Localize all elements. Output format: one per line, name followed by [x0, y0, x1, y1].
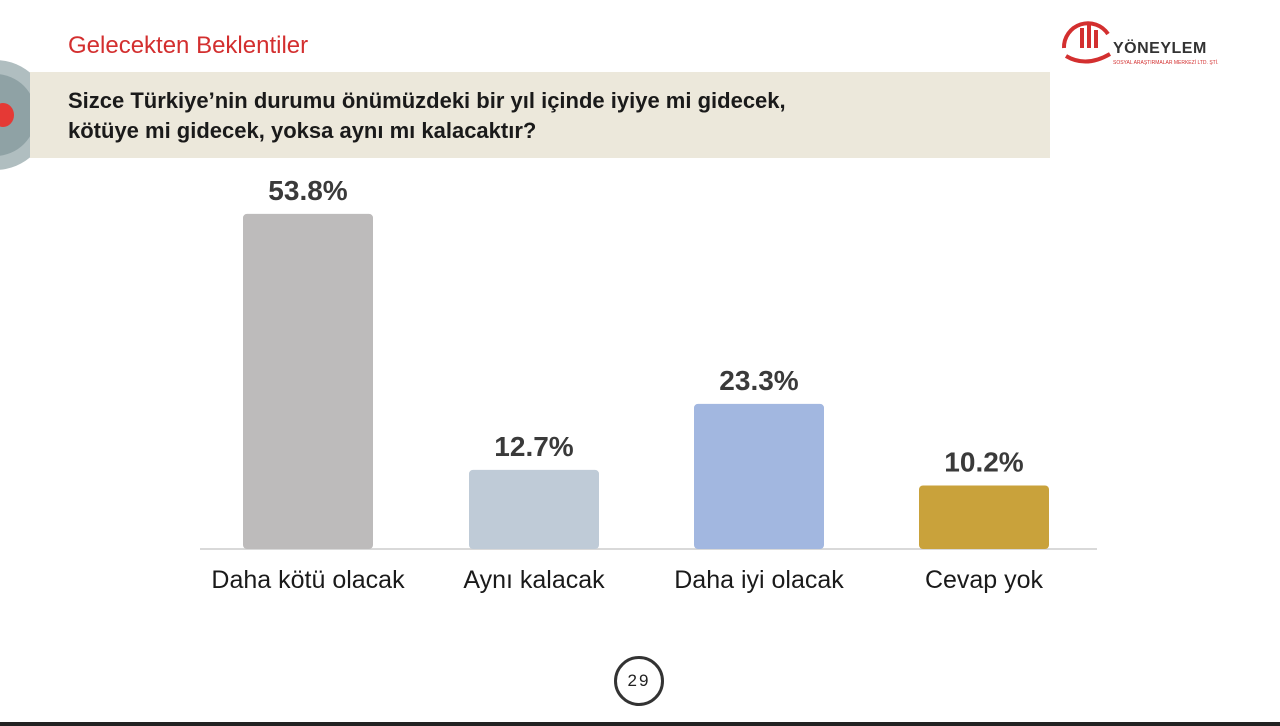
category-label-2: Aynı kalacak [463, 566, 605, 594]
bar-1 [243, 213, 373, 550]
data-label-1: 53.8% [268, 175, 347, 206]
data-label-3: 23.3% [719, 365, 798, 396]
bar-3 [694, 403, 824, 549]
logo: YÖNEYLEM SOSYAL ARAŞTIRMALAR MERKEZİ LTD… [1058, 14, 1219, 70]
decorative-red-dot [0, 103, 14, 127]
category-label-3: Daha iyi olacak [674, 566, 844, 594]
category-label-4: Cevap yok [925, 566, 1044, 594]
bottom-rule [0, 722, 1280, 726]
bar-2 [469, 469, 599, 549]
data-label-4: 10.2% [944, 446, 1023, 477]
logo-mark-icon [1061, 21, 1112, 64]
page-number: 29 [614, 656, 664, 706]
logo-tagline: SOSYAL ARAŞTIRMALAR MERKEZİ LTD. ŞTİ. [1113, 60, 1219, 66]
logo-brand: YÖNEYLEM [1113, 40, 1207, 57]
question-line-1: Sizce Türkiye’nin durumu önümüzdeki bir … [68, 88, 786, 113]
category-label-1: Daha kötü olacak [211, 566, 405, 594]
section-title: Gelecekten Beklentiler [68, 32, 309, 59]
data-label-2: 12.7% [494, 431, 573, 462]
question-text: Sizce Türkiye’nin durumu önümüzdeki bir … [68, 86, 1028, 146]
question-line-2: kötüye mi gidecek, yoksa aynı mı kalacak… [68, 118, 537, 143]
question-band [30, 72, 1050, 158]
bar-4 [919, 485, 1049, 549]
